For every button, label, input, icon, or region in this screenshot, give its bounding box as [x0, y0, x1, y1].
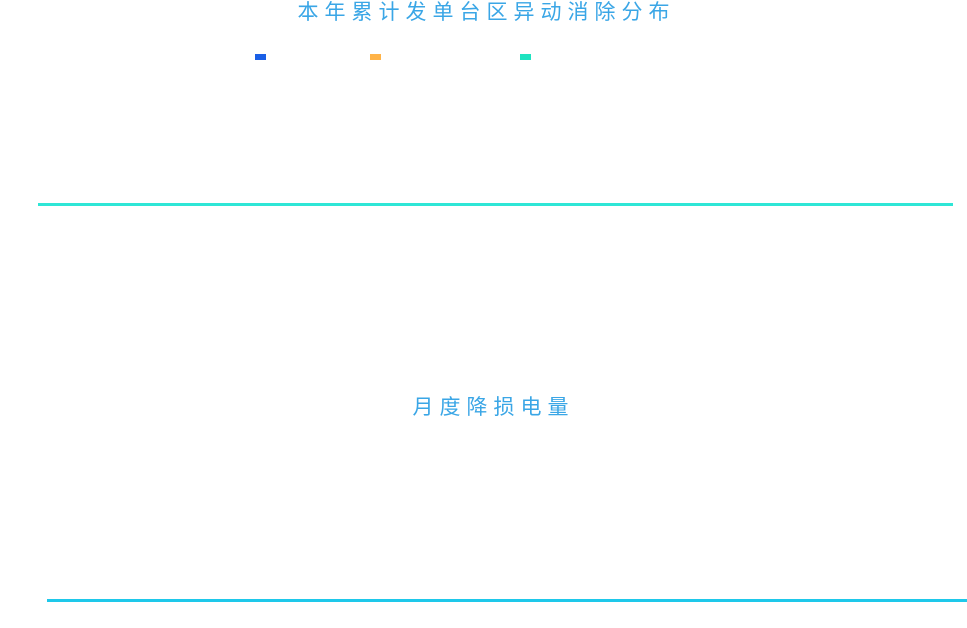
- x-axis-line-distribution: [38, 203, 953, 206]
- chart-title-distribution: 本年累计发单台区异动消除分布: [297, 0, 676, 24]
- legend-swatch-series-2[interactable]: [370, 54, 381, 60]
- x-axis-line-monthly: [47, 599, 967, 602]
- chart-title-monthly-loss-reduction: 月度降损电量: [412, 395, 575, 419]
- legend-swatch-series-3[interactable]: [520, 54, 531, 60]
- legend-swatch-series-1[interactable]: [255, 54, 266, 60]
